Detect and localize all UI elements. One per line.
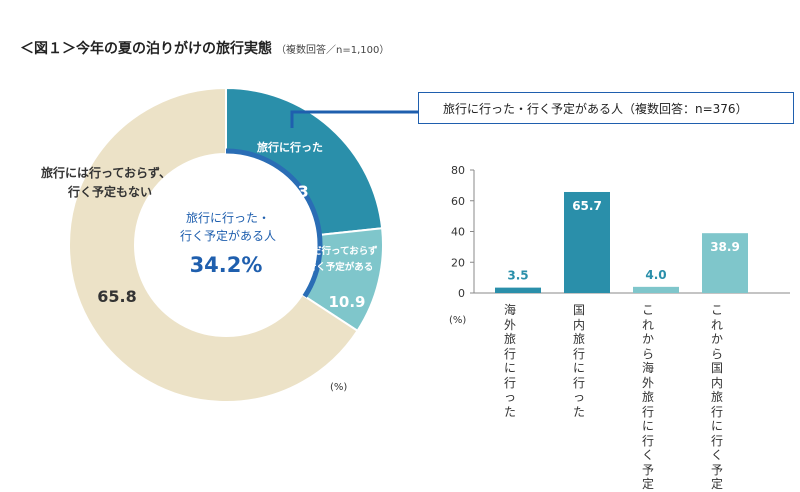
bar-value-label: 38.9 (710, 240, 740, 254)
y-tick-label: 0 (458, 287, 465, 300)
slice-value-planned: 10.9 (328, 293, 365, 311)
bar (564, 191, 610, 293)
y-tick-label: 60 (451, 195, 465, 208)
slice-label-went: 旅行に行った (257, 140, 323, 154)
bar (702, 233, 748, 293)
callout-connector (290, 110, 418, 128)
slice-label-planned-2: 行く予定がある (306, 261, 374, 273)
y-tick-label: 40 (451, 226, 465, 239)
bar (633, 286, 679, 293)
bar-category-label: 海外旅行に行った (503, 303, 516, 419)
donut-slice-went (225, 86, 384, 237)
highlight-arc (225, 148, 323, 298)
slice-label-none-1: 旅行には行っておらず、 (41, 165, 171, 180)
bar-category-label: これから国内旅行に行く予定 (710, 303, 723, 491)
title-text: ＜図１＞今年の夏の泊りがけの旅行実態 (20, 41, 272, 57)
callout-text: 旅行に行った・行く予定がある人（複数回答：n=376） (443, 101, 748, 116)
donut-unit-label: (%) (330, 382, 348, 393)
slice-label-none-2: 行く予定もない (67, 184, 152, 199)
center-label-line1: 旅行に行った・ (186, 211, 270, 225)
subtitle-text: （複数回答／n=1,100） (276, 45, 390, 56)
slice-label-planned-1: まだ行っておらず (302, 245, 378, 257)
bar-chart: 0 20 40 60 80 3.5 65.7 4.0 38.9 (451, 164, 790, 300)
center-value: 34.2% (190, 253, 263, 277)
bar-value-label: 65.7 (572, 199, 602, 213)
bar-category-label: これから海外旅行に行く予定 (641, 303, 654, 491)
bar-category-label: 国内旅行に行った (572, 303, 585, 419)
bar-unit-label: (%) (449, 315, 467, 326)
center-label-line2: 行く予定がある人 (180, 228, 276, 243)
bar-value-label: 4.0 (645, 268, 666, 282)
donut-chart (68, 86, 384, 403)
slice-value-none: 65.8 (97, 287, 136, 306)
slice-value-went: 23.3 (269, 182, 308, 201)
bar (495, 287, 541, 293)
y-tick-label: 80 (451, 164, 465, 177)
donut-labels: 旅行に行った 23.3 まだ行っておらず 行く予定がある 10.9 旅行には行っ… (41, 140, 378, 311)
chart-title: ＜図１＞今年の夏の泊りがけの旅行実態 （複数回答／n=1,100） (20, 38, 389, 58)
callout-box: 旅行に行った・行く予定がある人（複数回答：n=376） (418, 92, 794, 124)
donut-slice-none (68, 86, 359, 403)
bar-value-label: 3.5 (507, 269, 528, 283)
y-tick-label: 20 (451, 256, 465, 269)
